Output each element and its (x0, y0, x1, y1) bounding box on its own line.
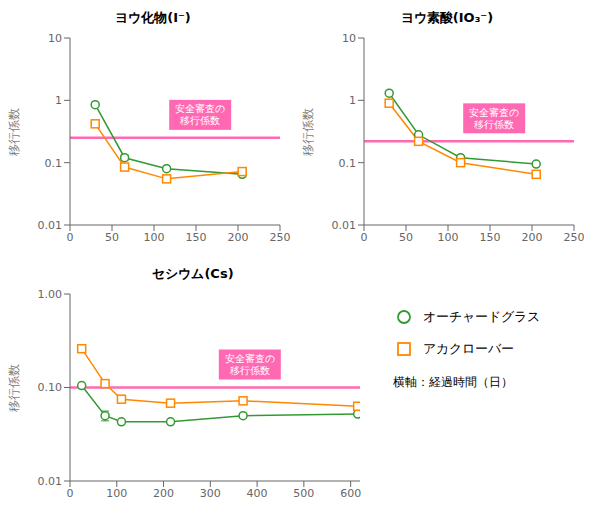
svg-text:1.00: 1.00 (38, 288, 63, 301)
svg-text:250: 250 (564, 231, 585, 244)
html-text:ヨウ化物(I⁻): ヨウ化物(I⁻) (115, 10, 191, 25)
html-text:ヨウ素酸(IO₃⁻): ヨウ素酸(IO₃⁻) (400, 10, 494, 25)
svg-text:50: 50 (399, 231, 413, 244)
svg-text:安全審査の: 安全審査の (175, 103, 225, 114)
svg-text:250: 250 (270, 231, 291, 244)
svg-text:1: 1 (349, 94, 356, 107)
svg-text:150: 150 (480, 231, 501, 244)
svg-text:0.01: 0.01 (38, 219, 63, 232)
svg-text:移行係数: 移行係数 (180, 115, 220, 126)
svg-text:100: 100 (144, 231, 165, 244)
svg-text:安全審査の: 安全審査の (469, 107, 519, 118)
svg-text:0: 0 (361, 231, 368, 244)
svg-text:0.1: 0.1 (45, 157, 63, 170)
svg-text:400: 400 (247, 487, 268, 500)
svg-text:0.1: 0.1 (339, 157, 357, 170)
svg-text:移行係数: 移行係数 (8, 364, 21, 412)
svg-text:100: 100 (106, 487, 127, 500)
svg-text:安全審査の: 安全審査の (225, 353, 275, 364)
html-text:オーチャードグラス: オーチャードグラス (423, 309, 540, 324)
svg-text:0: 0 (67, 487, 74, 500)
svg-text:移行係数: 移行係数 (8, 108, 21, 156)
svg-text:300: 300 (200, 487, 221, 500)
html-text:アカクローバー: アカクローバー (423, 341, 514, 356)
svg-text:100: 100 (438, 231, 459, 244)
svg-text:200: 200 (153, 487, 174, 500)
svg-text:500: 500 (293, 487, 314, 500)
svg-text:0.01: 0.01 (332, 219, 357, 232)
svg-text:200: 200 (522, 231, 543, 244)
svg-text:10: 10 (342, 32, 356, 45)
svg-text:移行係数: 移行係数 (474, 119, 514, 130)
svg-text:150: 150 (186, 231, 207, 244)
html-text:セシウム(Cs): セシウム(Cs) (152, 266, 234, 281)
svg-text:1: 1 (55, 94, 62, 107)
svg-text:移行係数: 移行係数 (302, 108, 315, 156)
svg-text:50: 50 (105, 231, 119, 244)
svg-text:0.01: 0.01 (38, 475, 63, 488)
svg-text:0.10: 0.10 (38, 381, 63, 394)
html-text:横軸：経過時間（日）: 横軸：経過時間（日） (393, 375, 513, 389)
svg-text:200: 200 (228, 231, 249, 244)
svg-text:移行係数: 移行係数 (230, 365, 270, 376)
svg-text:0: 0 (67, 231, 74, 244)
svg-text:10: 10 (48, 32, 62, 45)
svg-text:600: 600 (340, 487, 361, 500)
